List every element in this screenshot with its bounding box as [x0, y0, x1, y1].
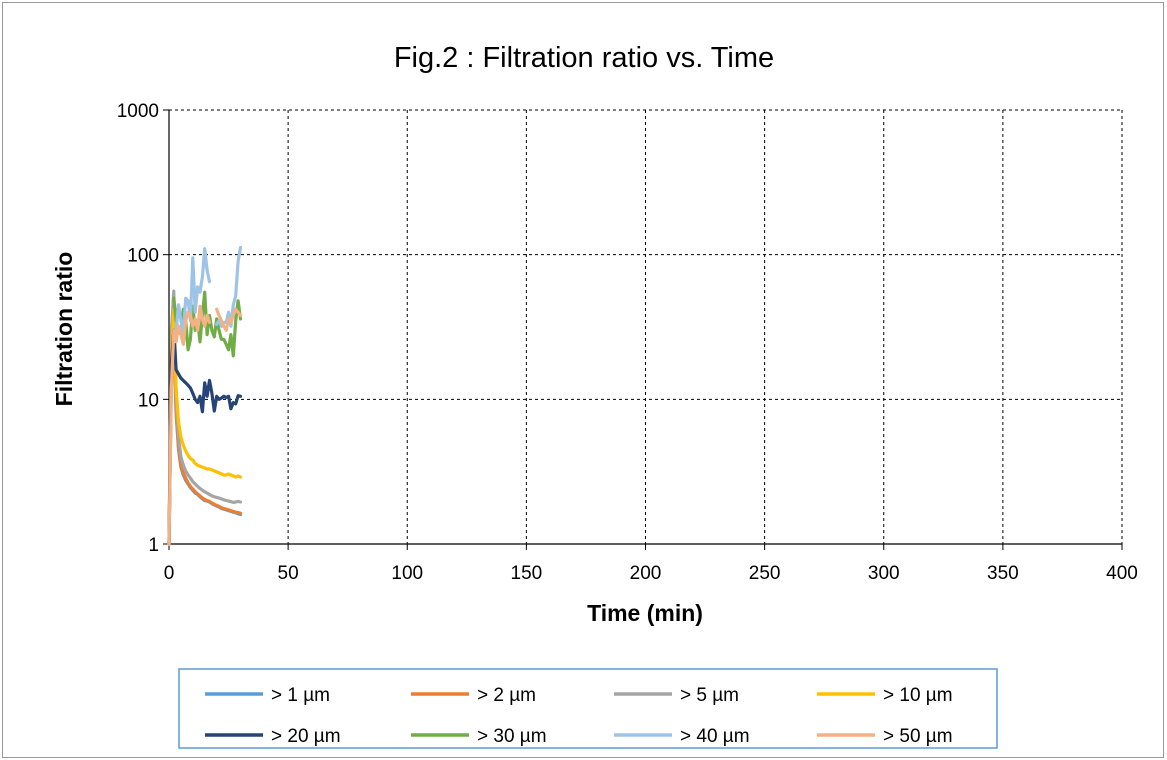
x-tick-label: 50	[278, 563, 299, 584]
legend-label: > 50 µm	[883, 726, 953, 747]
x-axis-title: Time (min)	[587, 600, 703, 626]
chart-svg: Fig.2 : Filtration ratio vs. Time 0 50 100…	[51, 42, 1138, 749]
legend-label: > 40 µm	[680, 726, 750, 747]
x-tick-label: 100	[391, 563, 423, 584]
y-tick-label: 100	[127, 246, 159, 267]
chart-title: Fig.2 : Filtration ratio vs. Time	[394, 42, 774, 74]
series-line-7	[215, 245, 243, 328]
legend-label: > 10 µm	[883, 685, 953, 706]
series-line-8	[167, 304, 212, 546]
grid	[169, 109, 1123, 544]
legend-label: > 5 µm	[680, 685, 739, 706]
legend-label: > 2 µm	[477, 685, 536, 706]
series-line-3	[167, 307, 243, 546]
series-line-6	[174, 247, 212, 337]
axes	[163, 109, 1123, 550]
x-tick-label: 200	[630, 563, 662, 584]
series-line-1	[167, 335, 243, 546]
y-tick-label: 1000	[117, 101, 159, 122]
tick-labels: 0 50 100 150 200 250 300 350 400 1 10 100 1000	[117, 101, 1138, 584]
x-tick-label: 0	[164, 563, 175, 584]
series-lines	[167, 245, 243, 546]
x-tick-label: 250	[749, 563, 781, 584]
x-tick-label: 400	[1106, 563, 1138, 584]
y-tick-label: 1	[148, 535, 159, 556]
legend-label: > 30 µm	[477, 726, 547, 747]
x-tick-label: 350	[987, 563, 1019, 584]
x-tick-label: 300	[868, 563, 900, 584]
legend-label: > 1 µm	[271, 685, 330, 706]
y-tick-label: 10	[138, 390, 159, 411]
legend-label: > 20 µm	[271, 726, 341, 747]
x-tick-label: 150	[511, 563, 543, 584]
series-line-4	[167, 328, 243, 546]
legend: > 1 µm > 2 µm > 5 µm > 10 µm > 20 µm > 30 µm >…	[178, 668, 998, 749]
y-axis-title: Filtration ratio	[51, 252, 77, 407]
series-line-2	[167, 289, 243, 546]
series-line-9	[215, 307, 243, 332]
